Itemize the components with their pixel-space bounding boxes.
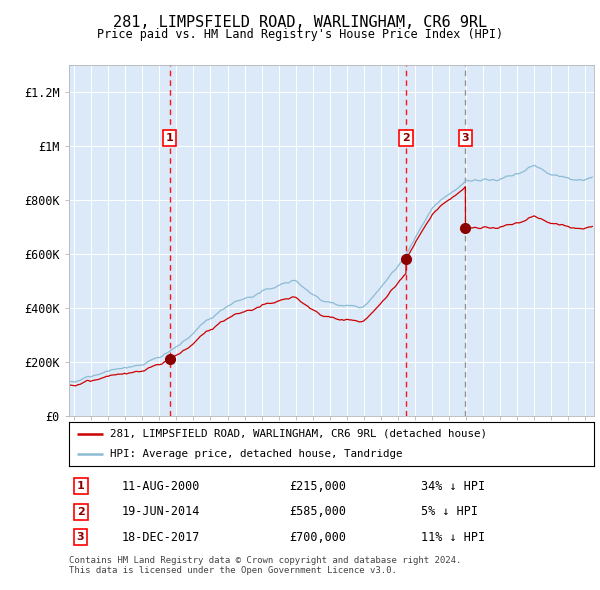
Text: 5% ↓ HPI: 5% ↓ HPI	[421, 505, 478, 519]
Text: 3: 3	[461, 133, 469, 143]
Text: £215,000: £215,000	[290, 480, 347, 493]
Text: 281, LIMPSFIELD ROAD, WARLINGHAM, CR6 9RL: 281, LIMPSFIELD ROAD, WARLINGHAM, CR6 9R…	[113, 15, 487, 30]
Text: 19-JUN-2014: 19-JUN-2014	[121, 505, 200, 519]
Text: 281, LIMPSFIELD ROAD, WARLINGHAM, CR6 9RL (detached house): 281, LIMPSFIELD ROAD, WARLINGHAM, CR6 9R…	[110, 429, 487, 439]
Text: 11-AUG-2000: 11-AUG-2000	[121, 480, 200, 493]
Text: HPI: Average price, detached house, Tandridge: HPI: Average price, detached house, Tand…	[110, 449, 403, 459]
Text: 1: 1	[77, 481, 85, 491]
Text: 2: 2	[77, 507, 85, 517]
Text: 18-DEC-2017: 18-DEC-2017	[121, 531, 200, 544]
Text: £585,000: £585,000	[290, 505, 347, 519]
Text: 1: 1	[166, 133, 173, 143]
Text: 34% ↓ HPI: 34% ↓ HPI	[421, 480, 485, 493]
Text: 2: 2	[402, 133, 410, 143]
Text: Price paid vs. HM Land Registry's House Price Index (HPI): Price paid vs. HM Land Registry's House …	[97, 28, 503, 41]
Text: £700,000: £700,000	[290, 531, 347, 544]
Text: Contains HM Land Registry data © Crown copyright and database right 2024.
This d: Contains HM Land Registry data © Crown c…	[69, 556, 461, 575]
Text: 3: 3	[77, 532, 85, 542]
Text: 11% ↓ HPI: 11% ↓ HPI	[421, 531, 485, 544]
